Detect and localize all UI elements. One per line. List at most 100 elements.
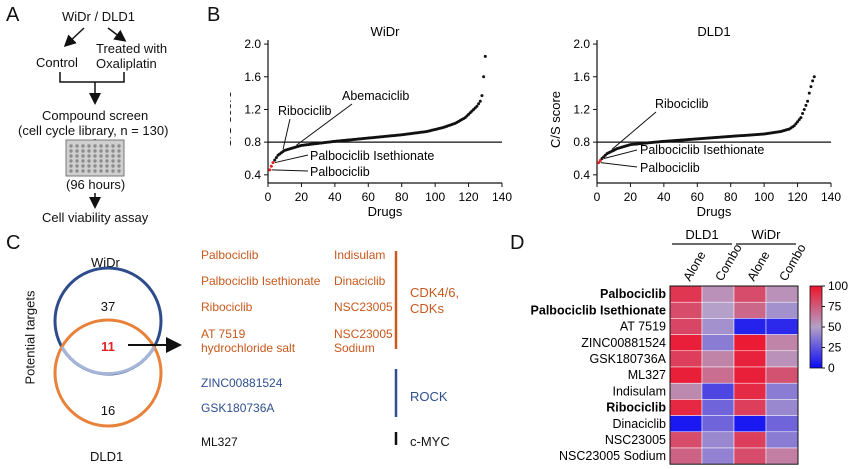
- y-tick-label: 1.2: [573, 102, 590, 116]
- x-tick-label: 60: [691, 190, 705, 204]
- x-axis-label: Drugs: [368, 204, 403, 219]
- group-label-widr: WiDr: [752, 227, 782, 242]
- data-point: [271, 161, 275, 165]
- overlap-arc: [60, 346, 156, 376]
- venn-top-label: WiDr: [91, 255, 120, 270]
- well: [81, 154, 85, 158]
- well: [105, 169, 109, 173]
- x-tick-label: 100: [425, 190, 445, 204]
- well: [81, 169, 85, 173]
- heatmap-cell: [765, 399, 799, 416]
- heatmap-cell: [733, 318, 767, 335]
- data-point: [804, 103, 808, 107]
- drug-zinc00881524: ZINC00881524: [201, 376, 283, 390]
- target-cdk-line2: CDKs: [410, 301, 444, 316]
- heatmap-cell: [701, 318, 735, 335]
- data-point: [811, 79, 815, 83]
- well: [105, 159, 109, 163]
- y-tick-label: 2.0: [573, 37, 590, 51]
- well: [99, 169, 103, 173]
- heatmap-row-label: Indisulam: [613, 384, 667, 398]
- well: [93, 164, 97, 168]
- well: [75, 144, 79, 148]
- well: [117, 164, 121, 168]
- merge-bracket: [59, 72, 125, 83]
- well: [69, 159, 73, 163]
- data-point: [268, 168, 272, 172]
- chart-widr: 0.4 0.8 1.2 1.6 2.0 0 20 40 60 80 100 120 140 WiDr Dru…: [230, 24, 512, 219]
- well: [117, 159, 121, 163]
- drug-ribociclib: Ribociclib: [201, 300, 253, 314]
- x-tick-label: 20: [624, 190, 638, 204]
- heatmap-cell: [701, 415, 735, 433]
- y-axis-label: C/S score: [548, 91, 563, 148]
- heatmap-cell: [733, 366, 767, 384]
- well: [87, 164, 91, 168]
- well: [93, 169, 97, 173]
- heatmap-row-label: NSC23005 Sodium: [559, 449, 666, 463]
- y-tick-label: 2.0: [244, 37, 261, 51]
- venn-only-top: 37: [101, 299, 115, 314]
- annotation-line: [603, 149, 638, 159]
- well: [75, 149, 79, 153]
- data-point: [792, 124, 796, 128]
- x-tick-label: 40: [657, 190, 671, 204]
- data-point: [483, 54, 487, 58]
- x-axis-label: Drugs: [697, 204, 732, 219]
- panel-label-b: B: [207, 4, 221, 26]
- well: [75, 169, 79, 173]
- target-rock: ROCK: [410, 389, 448, 404]
- drug-gsk180736a: GSK180736A: [201, 401, 275, 415]
- heatmap-cell: [733, 334, 767, 352]
- data-point: [478, 99, 482, 103]
- well: [111, 149, 115, 153]
- well: [99, 144, 103, 148]
- heatmap-cell: [765, 334, 799, 352]
- well: [87, 154, 91, 158]
- drug-at7519: AT 7519: [201, 327, 246, 341]
- target-cdk-line1: CDK4/6,: [410, 285, 460, 300]
- x-tick-label: 0: [265, 190, 272, 204]
- heatmap-cell: [669, 334, 703, 352]
- x-tick-label: 140: [821, 190, 841, 204]
- heatmap-row-label: Ribociclib: [606, 401, 666, 415]
- drug-palbociclib: Palbociclib: [201, 248, 259, 262]
- assay-label: Cell viability assay: [42, 210, 149, 225]
- well: [93, 149, 97, 153]
- data-point: [273, 158, 277, 162]
- x-tick-label: 80: [395, 190, 409, 204]
- x-tick-label: 80: [724, 190, 738, 204]
- heatmap-cell: [765, 431, 799, 449]
- well: [69, 169, 73, 173]
- annotation-abemaciclib: Abemaciclib: [342, 89, 409, 103]
- x-tick-label: 120: [788, 190, 808, 204]
- data-point: [475, 104, 479, 108]
- annotation-line: [611, 111, 657, 150]
- treated-label: Treated with Oxaliplatin: [96, 41, 168, 71]
- colorbar: [809, 285, 823, 369]
- drug-indisulam: Indisulam: [334, 248, 386, 262]
- well: [117, 154, 121, 158]
- drug-at7519-salt: hydrochloride salt: [201, 341, 296, 355]
- well: [69, 164, 73, 168]
- heatmap-cell: [701, 285, 735, 303]
- well: [105, 144, 109, 148]
- heatmap-panel: Palbociclib Palbociclib Isethionate AT 751…: [531, 227, 848, 465]
- well: [81, 164, 85, 168]
- y-axis-label: C/S score: [230, 91, 234, 148]
- heatmap-cell: [701, 399, 735, 416]
- heatmap-cell: [701, 301, 735, 319]
- heatmap-cell: [669, 415, 703, 433]
- heatmap-col-label: Alone: [680, 249, 708, 284]
- data-point: [802, 107, 806, 111]
- well: [111, 159, 115, 163]
- well: [99, 149, 103, 153]
- heatmap-cell: [733, 447, 767, 465]
- colorbar-tick-label: 50: [828, 320, 842, 334]
- heatmap-cell: [765, 382, 799, 400]
- well: [75, 154, 79, 158]
- y-tick-label: 1.6: [573, 70, 590, 84]
- data-point: [482, 75, 486, 79]
- well: [69, 149, 73, 153]
- heatmap-cell: [669, 318, 703, 335]
